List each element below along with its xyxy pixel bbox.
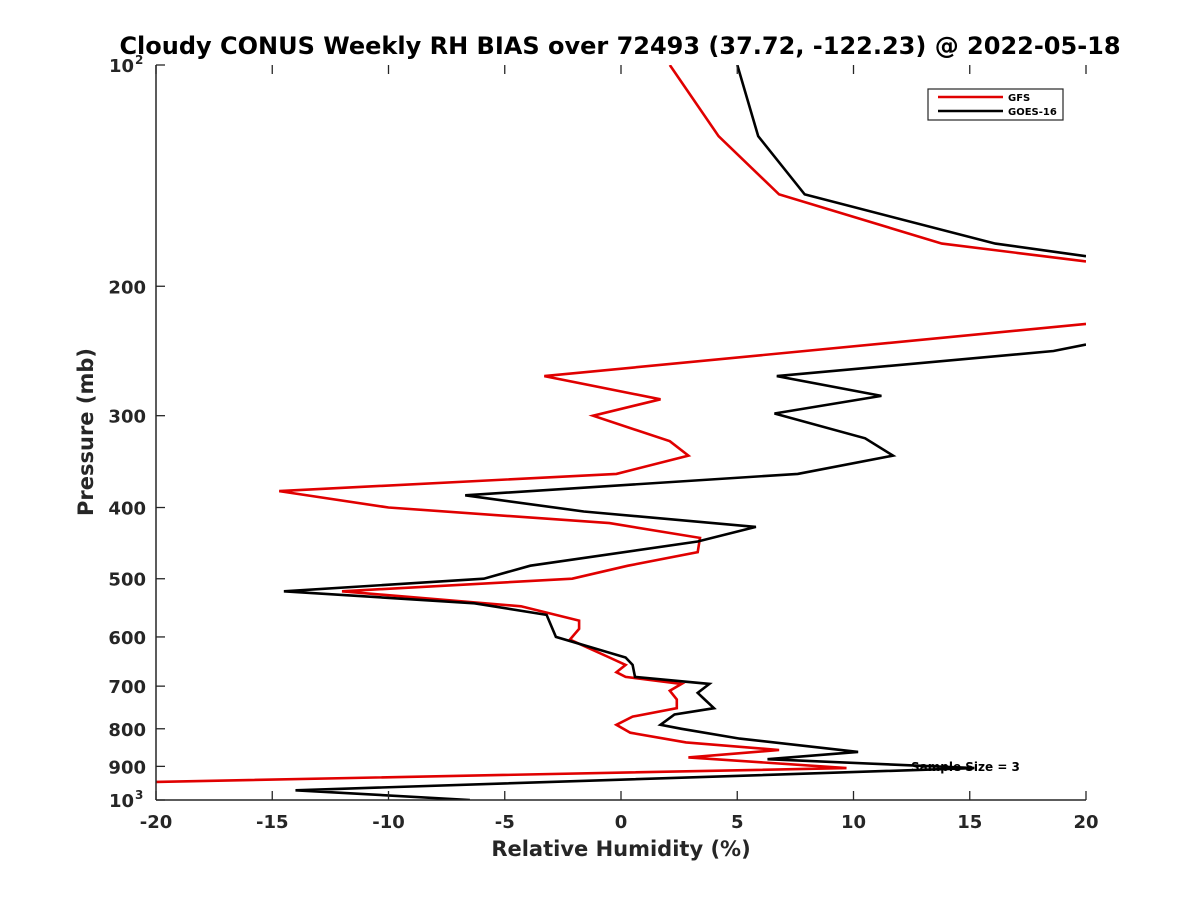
legend: GFS GOES-16 [927, 88, 1064, 121]
y-tick-label: 200 [108, 277, 146, 298]
x-tick-label: 5 [731, 812, 744, 833]
x-tick-label: -15 [256, 812, 289, 833]
legend-label-goes16: GOES-16 [1008, 107, 1057, 118]
plot-area: -20 -15 -10 -5 0 5 10 15 20 10 220030040050060070… [108, 53, 1098, 833]
x-tick-label: 0 [615, 812, 628, 833]
series-line-goes16 [283, 65, 1086, 800]
x-ticks: -20 -15 -10 -5 0 5 10 15 20 [140, 65, 1099, 833]
x-axis-label: Relative Humidity (%) [491, 837, 750, 861]
y-tick-label: 800 [108, 720, 146, 741]
legend-label-gfs: GFS [1008, 93, 1030, 104]
x-tick-label: -20 [140, 812, 173, 833]
y-tick-label: 10 [109, 791, 134, 812]
plot-background [156, 65, 1086, 800]
x-tick-label: -10 [372, 812, 405, 833]
x-tick-label: 10 [841, 812, 866, 833]
y-tick-label: 600 [108, 628, 146, 649]
x-tick-label: -5 [495, 812, 515, 833]
series-line-gfs [156, 65, 1086, 784]
x-tick-label: 20 [1073, 812, 1098, 833]
y-tick-exponent: 3 [135, 788, 143, 802]
y-tick-exponent: 2 [135, 53, 143, 67]
series-layer [156, 65, 1086, 800]
y-tick-label: 900 [108, 757, 146, 778]
sample-size-annotation: Sample Size = 3 [911, 760, 1020, 774]
y-tick-label: 400 [108, 499, 146, 520]
chart-title: Cloudy CONUS Weekly RH BIAS over 72493 (… [119, 32, 1120, 60]
y-tick-label: 700 [108, 677, 146, 698]
y-tick-label: 300 [108, 407, 146, 428]
y-axis-label: Pressure (mb) [74, 348, 98, 516]
legend-box [927, 88, 1064, 121]
y-tick-label: 500 [108, 570, 146, 591]
x-tick-label: 15 [957, 812, 982, 833]
y-tick-label: 10 [109, 56, 134, 77]
